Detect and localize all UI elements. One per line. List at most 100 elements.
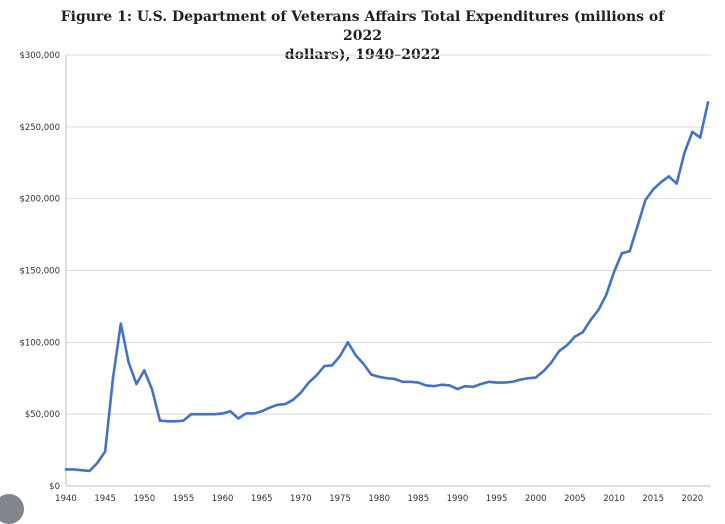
chart-title: Figure 1: U.S. Department of Veterans Af… [40,8,685,65]
x-tick-label: 2010 [603,494,625,504]
data-point [605,293,608,297]
data-point [276,403,279,407]
data-point [440,383,443,386]
x-tick-label: 1945 [94,494,116,504]
data-point [691,130,694,134]
data-point [370,373,373,376]
data-point [464,384,467,388]
data-point [479,382,483,386]
data-point [581,331,584,334]
data-point [706,101,710,104]
x-tick-label: 1995 [486,494,508,504]
data-point [495,381,498,384]
data-point [432,384,436,388]
data-point [72,468,76,471]
data-point [424,384,428,387]
x-tick-label: 1985 [407,494,429,504]
data-point [331,364,334,367]
data-point [244,412,248,415]
y-tick-label: $100,000 [19,338,60,348]
data-point [221,412,224,415]
x-tick-label: 1965 [251,494,273,504]
y-tick-label: $50,000 [25,410,60,420]
axes [65,55,711,487]
data-point [119,322,123,325]
x-tick-label: 2015 [642,494,664,504]
data-point [96,461,99,465]
data-point [417,381,420,384]
data-point [612,270,616,274]
x-tick-label: 2020 [682,494,704,504]
data-point [338,354,342,358]
corner-badge-icon[interactable] [0,494,24,524]
data-point [597,308,600,312]
data-point [409,380,412,384]
x-tick-label: 2005 [564,494,586,504]
data-point [448,384,451,387]
data-point [197,412,201,416]
data-point [565,344,569,347]
y-tick-label: $0 [49,482,60,492]
data-point [550,361,553,364]
data-point [511,380,514,384]
data-point [150,388,154,391]
x-tick-label: 1975 [329,494,351,504]
data-point [683,151,686,154]
data-point [393,377,397,381]
data-point [174,420,177,423]
data-point [291,398,295,401]
data-point [323,364,326,368]
x-tick-label: 1980 [368,494,390,504]
y-tick-label: $200,000 [19,195,60,205]
x-tick-label: 1950 [133,494,155,504]
data-point [190,412,193,416]
data-point [252,412,256,415]
x-tick-labels: 1940 1945 1950 1955 1960 1965 1970 1975 1980 1985… [55,494,703,504]
data-point [213,412,216,416]
data-point [205,412,209,416]
y-tick-labels: $0 $50,000 $100,000 $150,000 $200,000 $250,00… [19,51,60,492]
data-point [636,224,639,228]
data-point [166,420,169,423]
data-point [354,354,357,357]
data-point [542,369,545,373]
data-point [111,377,115,380]
data-point [573,335,577,338]
data-point [487,380,490,384]
data-point [659,180,663,184]
y-tick-label: $300,000 [19,51,60,61]
data-point [64,468,68,471]
data-point [103,450,107,453]
series-group [64,101,710,473]
data-point [260,410,263,413]
data-point [362,362,365,366]
data-point [307,381,310,384]
data-point [385,377,389,380]
chart-title-line-1: Figure 1: U.S. Department of Veterans Af… [60,9,665,44]
data-point [143,369,146,372]
data-point [268,406,271,409]
data-point [456,387,459,391]
data-point [284,402,287,406]
series-line [64,101,710,473]
data-point [526,377,530,380]
data-point [620,252,624,255]
data-point [558,349,561,353]
x-tick-label: 1940 [55,494,77,504]
data-point [229,410,232,413]
data-point [127,361,130,364]
data-point [652,188,655,191]
data-point [237,417,240,420]
data-point [182,419,185,422]
data-point [534,376,537,379]
data-point [158,419,162,422]
data-point [471,385,475,389]
data-point [589,318,592,322]
x-tick-label: 1955 [173,494,195,504]
x-tick-label: 1990 [447,494,469,504]
y-tick-label: $250,000 [19,123,60,133]
data-point [88,469,91,473]
data-point [315,374,318,377]
data-point [503,381,506,384]
